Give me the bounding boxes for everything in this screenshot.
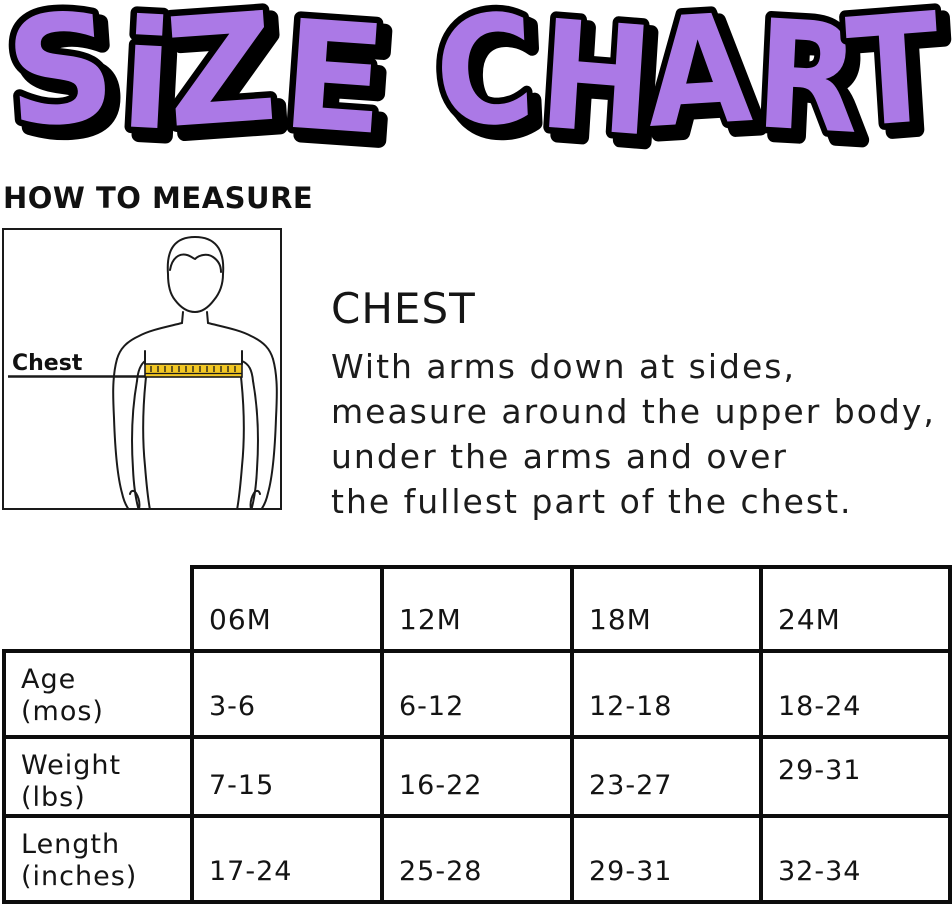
column-header-12m: 12M <box>380 565 574 653</box>
cell-age-12m: 6-12 <box>380 649 574 739</box>
cell-age-24m: 18-24 <box>759 649 952 739</box>
row-label-length: Length (inches) <box>2 814 194 904</box>
cell-age-18m: 12-18 <box>570 649 763 739</box>
size-table: 06M 12M 18M 24M Age (mos) 3-6 6-12 12-18… <box>2 565 952 904</box>
cell-value: 29-31 <box>778 755 862 786</box>
title-shadow-layer: SiZE CHART <box>1 0 952 165</box>
cell-weight-12m: 16-22 <box>380 735 574 818</box>
cell-age-06m: 3-6 <box>190 649 384 739</box>
row-label-unit: (inches) <box>21 861 138 892</box>
cell-weight-18m: 23-27 <box>570 735 763 818</box>
column-header-06m: 06M <box>190 565 384 653</box>
body-outline-icon <box>112 235 278 508</box>
cell-weight-24m: 29-31 <box>759 735 952 818</box>
title-word-size: SiZE <box>0 0 391 165</box>
title-word-chart: CHART <box>431 0 946 165</box>
chest-description-line: measure around the upper body, <box>331 392 936 431</box>
table-row-length: Length (inches) 17-24 25-28 29-31 32-34 <box>2 814 952 904</box>
table-corner-cell <box>4 567 192 651</box>
chest-description-line: under the arms and over <box>331 437 788 476</box>
row-label-weight: Weight (lbs) <box>2 735 194 818</box>
size-table-header-row: 06M 12M 18M 24M <box>4 565 952 653</box>
table-row-age: Age (mos) 3-6 6-12 12-18 18-24 <box>2 649 952 739</box>
cell-length-06m: 17-24 <box>190 814 384 904</box>
tape-tick-marks <box>150 366 236 372</box>
cell-weight-06m: 7-15 <box>190 735 384 818</box>
chest-description-line: With arms down at sides, <box>331 347 796 386</box>
row-label-text: Length <box>21 829 121 860</box>
size-chart-title: SiZE CHART SiZE CHART <box>0 0 952 165</box>
row-label-unit: (mos) <box>21 696 104 727</box>
chest-instructions: CHEST With arms down at sides, measure a… <box>331 284 951 524</box>
title-word-size-shadow: SiZE <box>8 0 399 165</box>
row-label-age: Age (mos) <box>2 649 194 739</box>
chest-heading: CHEST <box>331 284 476 333</box>
chest-description: With arms down at sides, measure around … <box>331 344 951 524</box>
chest-label: Chest <box>12 351 83 376</box>
how-to-measure-heading: HOW TO MEASURE <box>3 181 314 215</box>
cell-length-12m: 25-28 <box>380 814 574 904</box>
table-row-weight: Weight (lbs) 7-15 16-22 23-27 29-31 <box>2 735 952 818</box>
column-header-24m: 24M <box>759 565 952 653</box>
male-torso-figure: Chest <box>8 235 278 508</box>
cell-length-24m: 32-34 <box>759 814 952 904</box>
column-header-18m: 18M <box>570 565 763 653</box>
cell-length-18m: 29-31 <box>570 814 763 904</box>
row-label-text: Age <box>21 664 77 695</box>
row-label-unit: (lbs) <box>21 782 86 813</box>
title-word-chart-shadow: CHART <box>439 0 952 165</box>
chest-description-line: the fullest part of the chest. <box>331 482 853 521</box>
row-label-text: Weight <box>21 750 122 781</box>
measure-figure-box: Chest <box>2 228 282 510</box>
measuring-tape-icon <box>144 363 243 378</box>
